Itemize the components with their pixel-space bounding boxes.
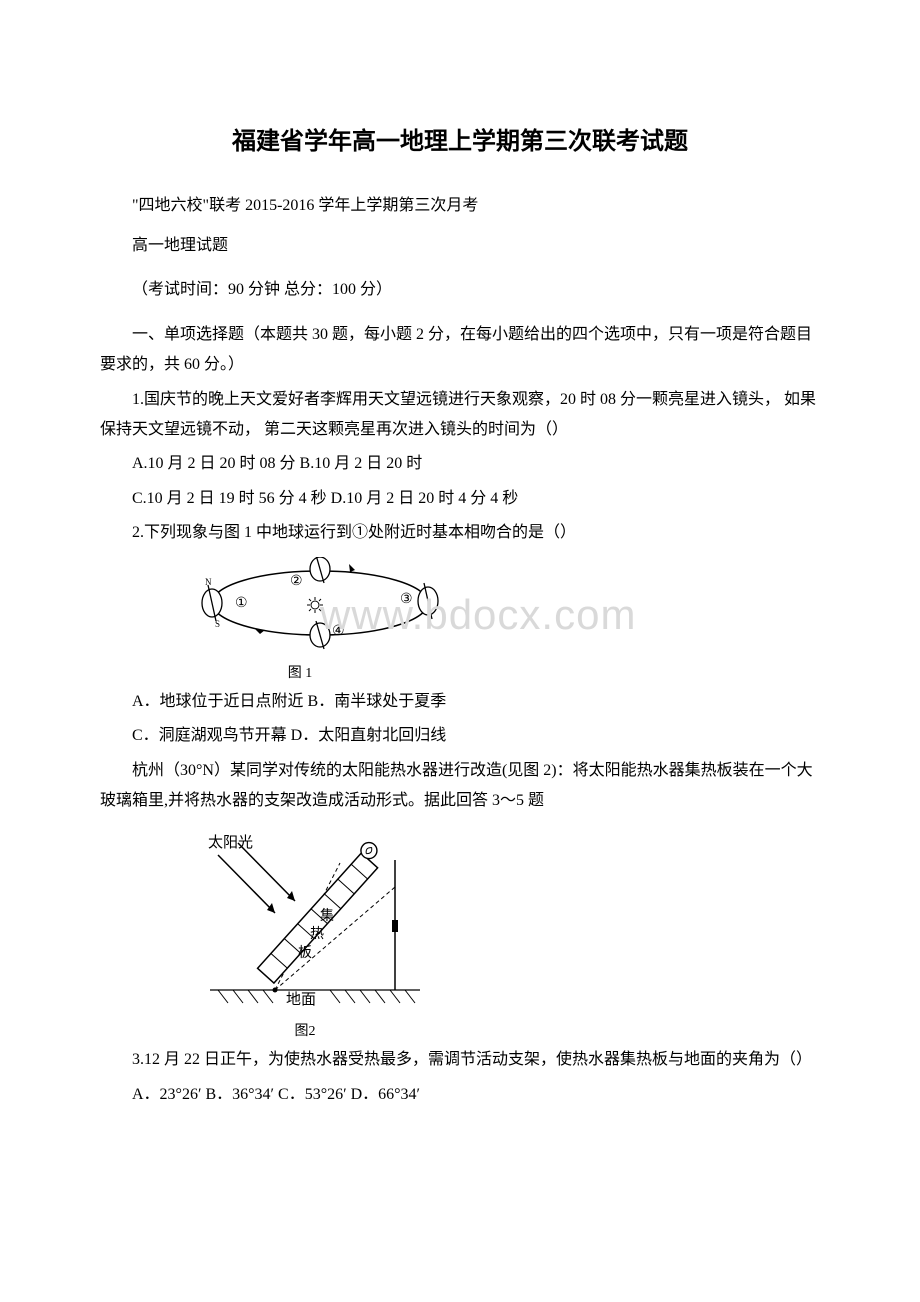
q1-options-b: C.10 月 2 日 19 时 56 分 4 秒 D.10 月 2 日 20 时… [100, 484, 820, 514]
figure-1-svg: N S [200, 557, 480, 657]
fig1-marker-3: ③ [400, 592, 413, 607]
q1-options-a: A.10 月 2 日 20 时 08 分 B.10 月 2 日 20 时 [100, 449, 820, 479]
fig1-marker-2: ② [290, 574, 303, 589]
fig2-ground-label: 地面 [286, 991, 316, 1008]
fig2-panel-label-3: 板 [298, 945, 312, 961]
question-2: 2.下列现象与图 1 中地球运行到①处附近时基本相吻合的是（） [100, 518, 820, 548]
exam-name: 高一地理试题 [100, 231, 820, 261]
exam-info: （考试时间：90 分钟 总分：100 分） [100, 275, 820, 305]
fig1-n-label: N [205, 577, 212, 587]
fig1-s-label: S [215, 619, 220, 629]
fig2-panel-label-2: 热 [310, 926, 324, 942]
figure-1-container: www.bdocx.com N S [200, 557, 820, 688]
fig1-marker-1: ① [235, 596, 248, 611]
q2-options-a: A．地球位于近日点附近 B．南半球处于夏季 [100, 687, 820, 717]
figure-2-svg: 太阳光 集 热 板 地面 [200, 825, 430, 1015]
figure-1-caption: 图 1 [200, 661, 400, 688]
fig1-marker-4: ④ [332, 624, 345, 639]
q2-options-b: C．洞庭湖观鸟节开幕 D．太阳直射北回归线 [100, 721, 820, 751]
figure-2-container: 太阳光 集 热 板 地面 图2 [200, 825, 820, 1046]
question-1: 1.国庆节的晚上天文爱好者李辉用天文望远镜进行天象观察，20 时 08 分一颗亮… [100, 385, 820, 446]
subtitle: "四地六校"联考 2015-2016 学年上学期第三次月考 [100, 191, 820, 221]
fig2-sun-label: 太阳光 [208, 834, 253, 851]
question-3-intro: 杭州（30°N）某同学对传统的太阳能热水器进行改造(见图 2)：将太阳能热水器集… [100, 756, 820, 817]
section-header-1: 一、单项选择题（本题共 30 题，每小题 2 分，在每小题给出的四个选项中，只有… [100, 320, 820, 381]
page-title: 福建省学年高一地理上学期第三次联考试题 [100, 120, 820, 166]
figure-2-caption: 图2 [210, 1019, 400, 1046]
fig2-panel-label-1: 集 [320, 907, 334, 924]
question-3: 3.12 月 22 日正午，为使热水器受热最多，需调节活动支架，使热水器集热板与… [100, 1045, 820, 1075]
q3-options: A．23°26′ B．36°34′ C．53°26′ D．66°34′ [100, 1080, 820, 1110]
